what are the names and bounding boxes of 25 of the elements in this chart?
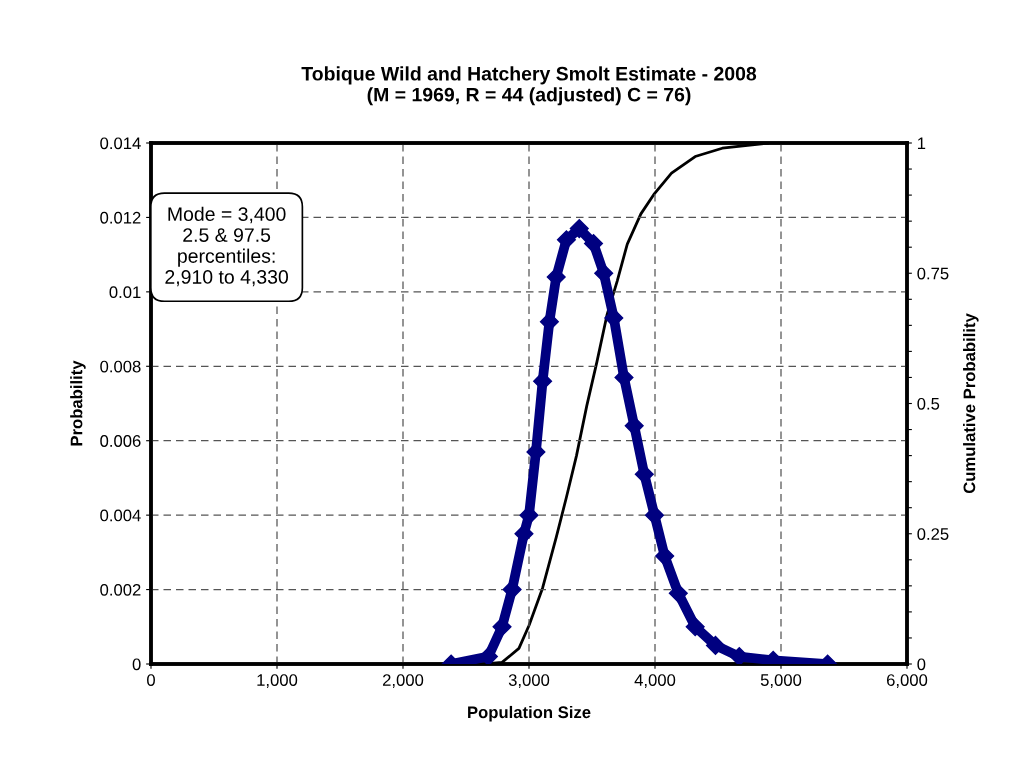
x-tick-label: 6,000 (886, 674, 928, 688)
x-tick-label: 1,000 (257, 674, 298, 688)
y2-tick-label: 0.5 (917, 397, 940, 410)
y-tick-label: 0.006 (100, 435, 141, 447)
annotation: Mode = 3,400 2.5 & 97.5 percentiles: 2,910 to 4,330 (165, 206, 289, 287)
x-axis-title: Population Size (468, 705, 591, 722)
y2-tick-label: 1 (917, 137, 926, 150)
y2-axis-title: Cumulative Probability (963, 313, 979, 494)
y-tick-label: 0.002 (100, 583, 141, 596)
y-tick-label: 0.01 (109, 286, 141, 299)
x-tick-label: 3,000 (508, 674, 550, 688)
x-tick-label: 2,000 (382, 674, 424, 688)
y-axis-title: Probability (70, 360, 86, 446)
x-tick-label: 0 (147, 674, 155, 686)
x-tick-label: 4,000 (634, 674, 676, 688)
y-tick-label: 0.008 (100, 360, 141, 373)
y-tick-label: 0 (132, 658, 141, 671)
y-tick-label: 0.004 (100, 509, 141, 522)
chart-title: Tobique Wild and Hatchery Smolt Estimate - 2008 (M = 1969, R = 44 (adjusted) C = 76) (301, 66, 757, 106)
y2-tick-label: 0.25 (917, 528, 949, 540)
y-tick-label: 0.012 (100, 211, 141, 224)
x-tick-label: 5,000 (760, 674, 802, 688)
y2-tick-label: 0.75 (917, 267, 949, 280)
y-tick-label: 0.014 (100, 137, 141, 150)
y2-tick-label: 0 (917, 658, 926, 671)
